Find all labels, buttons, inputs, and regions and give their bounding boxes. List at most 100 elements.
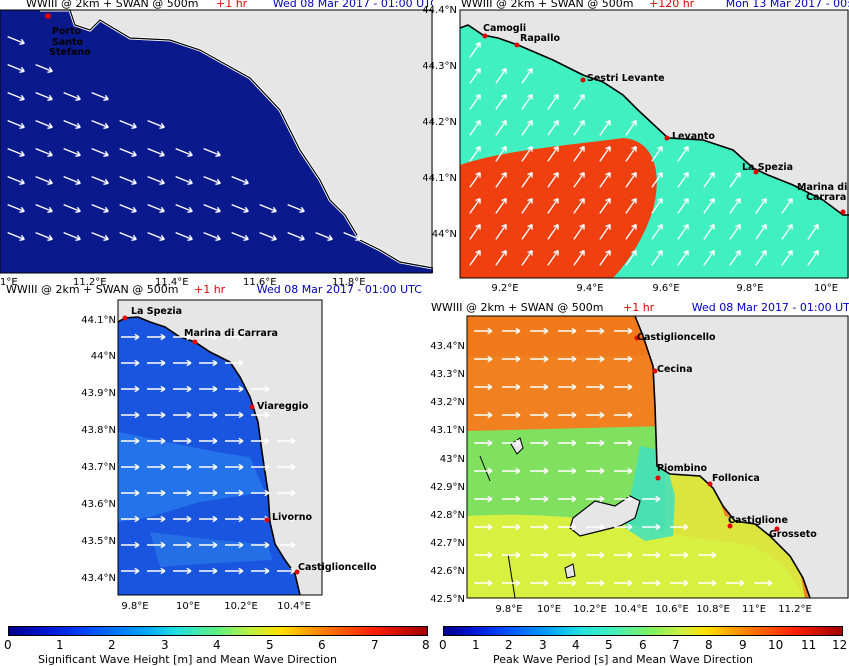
wave-direction-arrow <box>231 203 249 213</box>
wave-direction-arrow <box>251 411 270 419</box>
wave-direction-arrow <box>119 231 137 241</box>
map-panel-top-left: Porto Santo Stefano 1°E 11.2°E 11.4°E 11… <box>0 0 433 290</box>
colorbar-tick: 0 <box>439 638 447 652</box>
wave-direction-arrow <box>121 359 140 367</box>
city-label-rapallo: Rapallo <box>520 33 560 44</box>
wave-direction-arrow <box>573 93 585 110</box>
x-tick: 10°E <box>176 601 200 612</box>
wave-direction-arrow <box>91 91 109 101</box>
wave-direction-arrow <box>614 439 633 447</box>
wave-direction-arrow <box>147 203 165 213</box>
wave-direction-arrow <box>287 231 305 241</box>
model-label: WWIII @ 2km + SWAN @ 500m <box>431 301 604 314</box>
wave-direction-arrow <box>287 203 305 213</box>
panel-header: WWIII @ 2km + SWAN @ 500m +1 hr Wed 08 M… <box>6 284 422 296</box>
wave-direction-arrow <box>231 175 249 185</box>
wave-arrows <box>7 35 361 241</box>
wave-direction-arrow <box>625 249 637 266</box>
wave-direction-arrow <box>586 383 605 391</box>
wave-direction-arrow <box>599 249 611 266</box>
wave-direction-arrow <box>521 171 533 188</box>
city-label-castiglioncello: Castiglioncello <box>298 562 377 573</box>
wave-direction-arrow <box>558 355 577 363</box>
x-tick: 10.6°E <box>655 604 689 615</box>
wave-direction-arrow <box>530 355 549 363</box>
city-label-grosseto: Grosseto <box>769 529 817 540</box>
coastline <box>459 24 849 216</box>
y-tick: 43.9°N <box>81 388 116 399</box>
wave-direction-arrow <box>614 383 633 391</box>
y-tick: 42.5°N <box>430 594 465 605</box>
wave-direction-arrow <box>175 147 193 157</box>
wave-direction-arrow <box>502 355 521 363</box>
wave-direction-arrow <box>119 203 137 213</box>
wave-direction-arrow <box>119 119 137 129</box>
wave-direction-arrow <box>7 35 25 45</box>
model-label: WWIII @ 2km + SWAN @ 500m <box>26 0 199 10</box>
colorbar-tick: 5 <box>605 638 613 652</box>
colorbar-tick: 8 <box>422 638 430 652</box>
wave-direction-arrow <box>7 203 25 213</box>
wave-direction-arrow <box>35 231 53 241</box>
y-tick: 44°N <box>91 351 116 362</box>
wave-direction-arrow <box>625 145 637 162</box>
wave-direction-arrow <box>343 231 361 241</box>
wave-direction-arrow <box>625 197 637 214</box>
wave-direction-arrow <box>521 119 533 136</box>
wave-direction-arrow <box>495 223 507 240</box>
wave-direction-arrow <box>642 523 661 531</box>
land-area <box>635 316 849 598</box>
wave-direction-arrow <box>651 249 663 266</box>
y-tick: 43.6°N <box>81 499 116 510</box>
wave-direction-arrow <box>259 231 277 241</box>
wave-direction-arrow <box>225 359 244 367</box>
wave-direction-arrow <box>203 175 221 185</box>
wave-direction-arrow <box>547 171 559 188</box>
wave-direction-arrow <box>614 355 633 363</box>
wave-direction-arrow <box>547 119 559 136</box>
wave-arrows <box>474 327 773 587</box>
wave-direction-arrow <box>91 147 109 157</box>
wave-direction-arrow <box>586 327 605 335</box>
wave-direction-arrow <box>495 119 507 136</box>
y-tick: 43.8°N <box>81 425 116 436</box>
wave-direction-arrow <box>651 223 663 240</box>
wave-direction-arrow <box>225 437 244 445</box>
city-label-la-spezia: La Spezia <box>742 162 793 173</box>
wave-direction-arrow <box>521 145 533 162</box>
colorbar-gradient <box>443 626 843 636</box>
wave-direction-arrow <box>670 579 689 587</box>
wave-direction-arrow <box>547 223 559 240</box>
wave-direction-arrow <box>173 515 192 523</box>
date-label: Wed 08 Mar 2017 - 01:00 UTC <box>691 301 849 314</box>
wave-direction-arrow <box>547 249 559 266</box>
y-tick: 44.4°N <box>423 5 457 16</box>
colorbar-tick: 4 <box>572 638 580 652</box>
map-top-left: Porto Santo Stefano 1°E 11.2°E 11.4°E 11… <box>0 8 433 290</box>
wave-direction-arrow <box>63 203 81 213</box>
y-tick: 43.5°N <box>81 536 116 547</box>
wave-direction-arrow <box>203 231 221 241</box>
coastline <box>117 316 301 596</box>
wave-direction-arrow <box>703 171 715 188</box>
y-tick: 43.2°N <box>430 397 465 408</box>
wave-direction-arrow <box>625 223 637 240</box>
wave-direction-arrow <box>755 249 767 266</box>
wave-direction-arrow <box>251 385 270 393</box>
wave-direction-arrow <box>558 467 577 475</box>
wave-direction-arrow <box>547 197 559 214</box>
wave-direction-arrow <box>203 147 221 157</box>
wave-direction-arrow <box>469 223 481 240</box>
wave-direction-arrow <box>251 541 270 549</box>
wave-direction-arrow <box>91 203 109 213</box>
coastline <box>634 315 811 599</box>
panel-header: WWIII @ 2km + SWAN @ 500m +1 hr Wed 08 M… <box>26 0 433 10</box>
wave-direction-arrow <box>573 171 585 188</box>
x-tick: 10.4°E <box>614 604 648 615</box>
wave-direction-arrow <box>670 551 689 559</box>
colorbar-tick: 7 <box>371 638 379 652</box>
wave-direction-arrow <box>147 333 166 341</box>
wave-direction-arrow <box>121 515 140 523</box>
panel-header: WWIII @ 2km + SWAN @ 500m +120 hr Mon 13… <box>461 0 849 10</box>
wave-direction-arrow <box>495 93 507 110</box>
